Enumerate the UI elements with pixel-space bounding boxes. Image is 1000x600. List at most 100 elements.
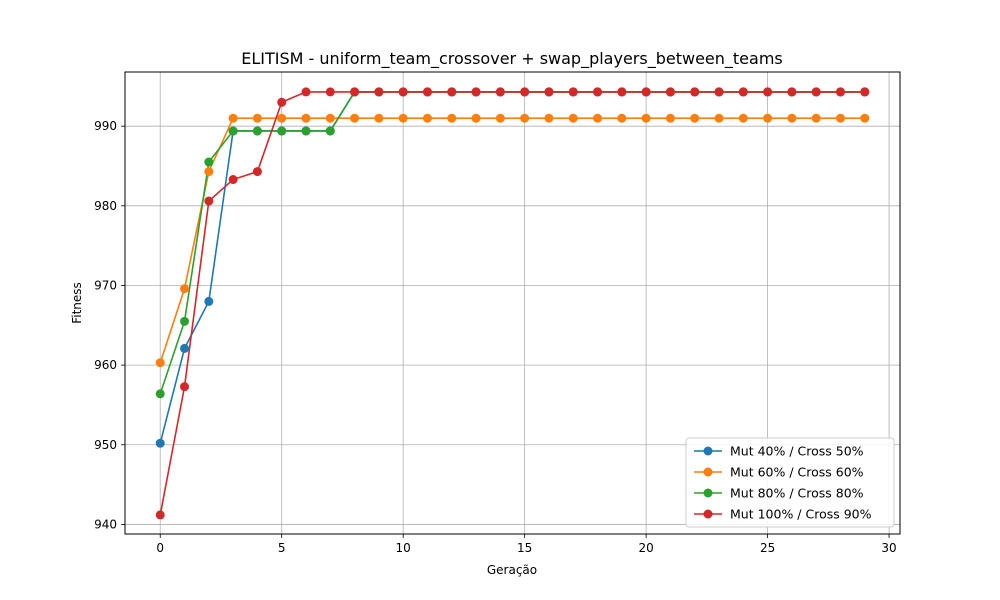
data-point xyxy=(811,113,821,123)
legend: Mut 40% / Cross 50% Mut 60% / Cross 60% Mu… xyxy=(685,437,895,528)
legend-label: Mut 40% / Cross 50% xyxy=(730,444,864,459)
data-point xyxy=(763,87,773,97)
legend-marker xyxy=(703,488,713,498)
data-point xyxy=(690,87,700,97)
data-point xyxy=(204,296,214,306)
data-point xyxy=(422,87,432,97)
data-point xyxy=(787,113,797,123)
data-point xyxy=(835,113,845,123)
y-tick-label: 970 xyxy=(94,278,117,292)
data-point xyxy=(228,175,238,185)
data-point xyxy=(690,113,700,123)
data-point xyxy=(860,113,870,123)
data-point xyxy=(398,87,408,97)
data-point xyxy=(228,113,238,123)
legend-marker xyxy=(703,446,713,456)
data-point xyxy=(738,113,748,123)
x-tick-label: 25 xyxy=(760,541,775,555)
x-axis-ticks: 0 5 10 15 20 25 30 xyxy=(156,534,897,555)
x-tick-label: 20 xyxy=(638,541,653,555)
data-point xyxy=(520,87,530,97)
x-axis-label: Geração xyxy=(487,563,537,577)
data-point xyxy=(763,113,773,123)
x-tick-label: 0 xyxy=(156,541,164,555)
legend-entry: Mut 40% / Cross 50% xyxy=(694,444,864,459)
data-point xyxy=(787,87,797,97)
data-point xyxy=(252,126,262,136)
data-point xyxy=(325,113,335,123)
data-point xyxy=(155,510,165,520)
data-point xyxy=(617,113,627,123)
data-point xyxy=(277,126,287,136)
data-point xyxy=(180,382,190,392)
legend-marker xyxy=(703,509,713,519)
data-point xyxy=(835,87,845,97)
data-point xyxy=(811,87,821,97)
data-point xyxy=(350,87,360,97)
data-point xyxy=(228,126,238,136)
legend-box xyxy=(685,437,895,528)
data-point xyxy=(252,113,262,123)
data-point xyxy=(617,87,627,97)
data-point xyxy=(665,87,675,97)
data-point xyxy=(495,87,505,97)
data-point xyxy=(714,113,724,123)
data-point xyxy=(374,113,384,123)
legend-entry: Mut 80% / Cross 80% xyxy=(694,486,864,501)
legend-label: Mut 80% / Cross 80% xyxy=(730,486,864,501)
data-point xyxy=(180,343,190,353)
data-point xyxy=(544,87,554,97)
data-point xyxy=(665,113,675,123)
legend-label: Mut 60% / Cross 60% xyxy=(730,465,864,480)
x-tick-label: 30 xyxy=(881,541,896,555)
y-tick-label: 950 xyxy=(94,438,117,452)
data-point xyxy=(495,113,505,123)
data-point xyxy=(277,97,287,107)
data-point xyxy=(471,113,481,123)
data-point xyxy=(252,167,262,177)
data-point xyxy=(398,113,408,123)
y-tick-label: 980 xyxy=(94,199,117,213)
data-point xyxy=(714,87,724,97)
x-tick-label: 10 xyxy=(396,541,411,555)
data-point xyxy=(422,113,432,123)
data-point xyxy=(301,87,311,97)
data-point xyxy=(325,126,335,136)
data-point xyxy=(301,113,311,123)
data-point xyxy=(544,113,554,123)
data-point xyxy=(641,87,651,97)
data-point xyxy=(350,113,360,123)
y-tick-label: 940 xyxy=(94,517,117,531)
data-point xyxy=(568,113,578,123)
data-point xyxy=(155,389,165,399)
data-point xyxy=(447,113,457,123)
data-point xyxy=(301,126,311,136)
series-points xyxy=(155,87,870,520)
legend-entry: Mut 60% / Cross 60% xyxy=(694,465,864,480)
data-point xyxy=(738,87,748,97)
legend-marker xyxy=(703,467,713,477)
y-axis-ticks: 940 950 960 970 980 990 xyxy=(94,119,125,531)
data-point xyxy=(447,87,457,97)
data-point xyxy=(325,87,335,97)
data-point xyxy=(180,284,190,294)
y-axis-label: Fitness xyxy=(70,282,84,324)
legend-entry: Mut 100% / Cross 90% xyxy=(694,507,872,522)
data-point xyxy=(860,87,870,97)
data-point xyxy=(204,157,214,167)
data-point xyxy=(204,196,214,206)
plot-frame xyxy=(124,71,901,535)
data-point xyxy=(374,87,384,97)
data-point xyxy=(593,87,603,97)
chart-title: ELITISM - uniform_team_crossover + swap_… xyxy=(241,49,782,69)
y-tick-label: 960 xyxy=(94,358,117,372)
data-point xyxy=(520,113,530,123)
data-point xyxy=(155,438,165,448)
y-tick-label: 990 xyxy=(94,119,117,133)
x-tick-label: 5 xyxy=(278,541,286,555)
x-tick-label: 15 xyxy=(517,541,532,555)
data-point xyxy=(277,113,287,123)
data-point xyxy=(180,316,190,326)
data-point xyxy=(641,113,651,123)
